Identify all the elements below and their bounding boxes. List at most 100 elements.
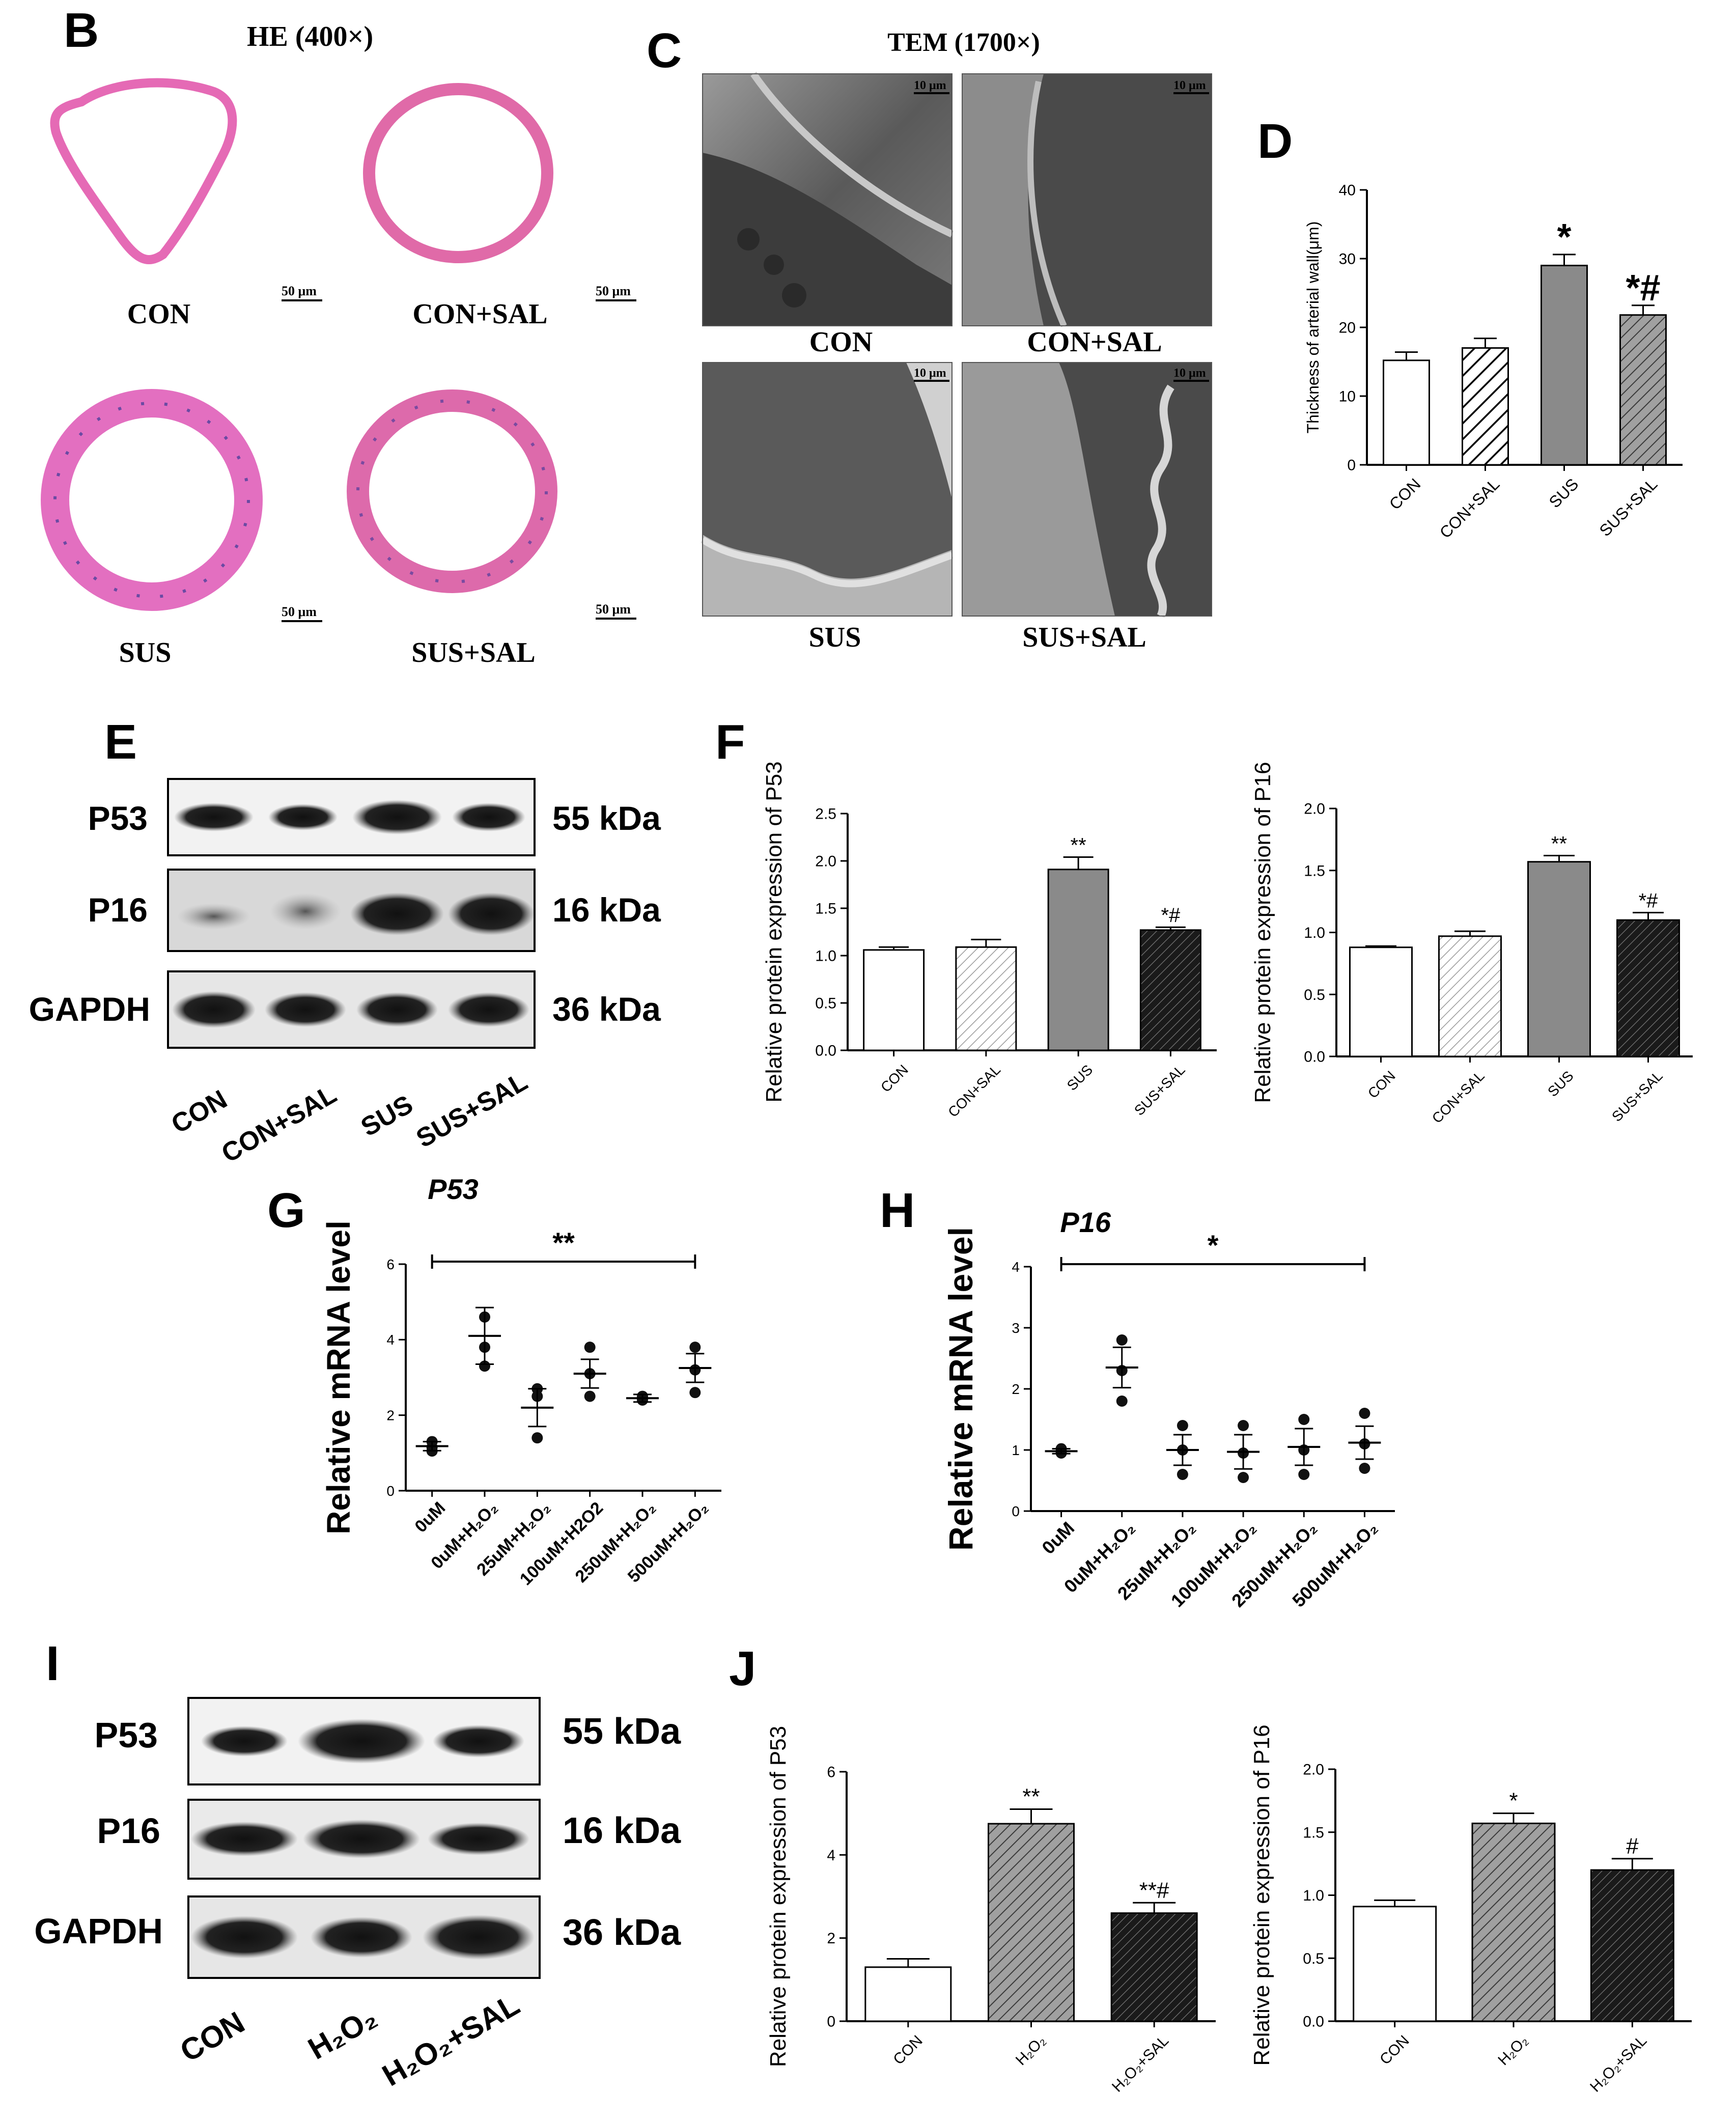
y-tick-label: 0 <box>386 1483 395 1499</box>
x-tick-label: SUS+SAL <box>1609 1068 1666 1125</box>
y-axis-label: Relative mRNA level <box>942 1227 979 1551</box>
band <box>448 892 535 935</box>
bar <box>1139 929 1201 1051</box>
significance-mark: **# <box>1139 1878 1169 1903</box>
he-label-con-sal: CON+SAL <box>412 298 547 330</box>
y-tick-label: 1.5 <box>1303 1824 1324 1841</box>
y-tick-label: 1.0 <box>815 948 836 965</box>
chart-j-p53-protein: 0 2 4 6 Relative protein expression of P53 CO… <box>766 1726 1216 2096</box>
he-scale-bar-label: 50 μm <box>596 284 631 298</box>
band <box>350 892 444 935</box>
band <box>177 903 250 930</box>
data-point <box>584 1390 596 1402</box>
tem-image-con-sal <box>962 73 1212 327</box>
y-tick-label: 2 <box>1012 1381 1020 1397</box>
bar <box>1349 946 1413 1057</box>
y-tick-label: 0.0 <box>815 1043 836 1059</box>
data-point <box>1298 1414 1310 1425</box>
chart-j-p16-protein: 0.0 0.5 1.0 1.5 2.0 Relative protein expressi… <box>1249 1724 1692 2096</box>
panel-letter-b: B <box>64 3 99 58</box>
tem-scale-bar-label: 10 μm <box>914 79 946 92</box>
data-point <box>1359 1463 1370 1474</box>
bar <box>864 1966 952 2022</box>
band <box>172 991 256 1028</box>
x-tick-label: SUS+SAL <box>1595 475 1661 540</box>
chart-f-p16-protein: 0.0 0.5 1.0 1.5 2.0 Relative protein expressi… <box>1250 762 1693 1126</box>
y-tick-label: 0.5 <box>1304 987 1325 1003</box>
tem-scale-bar-3: 10 μm <box>914 367 949 382</box>
he-scale-bar-label: 50 μm <box>282 604 317 619</box>
band <box>303 1820 420 1858</box>
data-point <box>584 1342 596 1353</box>
chart-title: P16 <box>1060 1206 1111 1238</box>
blot-i-lane-h2o2: H₂O₂ <box>302 2000 383 2066</box>
x-tick-label: CON <box>1365 1068 1398 1101</box>
x-tick-label: H₂O₂+SAL <box>1587 2032 1650 2096</box>
blot-i-bands <box>191 1719 535 1960</box>
data-point <box>1116 1334 1128 1346</box>
y-tick-label: 3 <box>1012 1320 1020 1336</box>
y-tick-label: 2.0 <box>1303 1762 1324 1778</box>
he-scale-bar-4: 50 μm <box>596 602 636 620</box>
blot-i-kda-p16: 16 kDa <box>563 1810 681 1851</box>
significance-mark: ** <box>1022 1784 1040 1809</box>
y-tick-label: 6 <box>386 1257 395 1272</box>
y-tick-label: 4 <box>386 1332 395 1348</box>
he-section-sus-sal <box>347 389 557 593</box>
significance-mark: *# <box>1161 904 1181 927</box>
panel-letter-j: J <box>729 1641 756 1696</box>
y-tick-label: 2 <box>386 1407 395 1423</box>
x-tick-label: CON+SAL <box>1429 1068 1488 1126</box>
x-tick-label: CON <box>1377 2032 1412 2068</box>
band <box>174 803 254 831</box>
blot-e-label-p53: P53 <box>88 799 148 837</box>
tem-scale-bar-label: 10 μm <box>1173 367 1206 380</box>
tem-scale-bar-2: 10 μm <box>1173 79 1209 94</box>
bar <box>988 1823 1075 2022</box>
band <box>270 893 341 930</box>
chart-arterial-wall-thickness: 0 10 20 30 40 Thickness of arterial wall(μm) C… <box>1304 182 1683 542</box>
x-tick-label: CON <box>890 2032 926 2068</box>
panel-b-title: HE (400×) <box>247 21 373 52</box>
y-tick-label: 0 <box>1347 457 1356 474</box>
y-tick-label: 30 <box>1339 251 1356 268</box>
x-tick-label: SUS <box>1064 1062 1096 1094</box>
he-section-con-sal <box>363 83 553 263</box>
data-point <box>1359 1408 1370 1419</box>
y-tick-label: 1.5 <box>815 901 836 917</box>
significance-mark: * <box>1557 217 1571 258</box>
he-label-con: CON <box>127 298 190 330</box>
x-tick-label: H₂O₂ <box>1013 2032 1049 2069</box>
band <box>352 800 442 834</box>
bar <box>1619 314 1667 466</box>
panel-i: P53 P16 GAPDH 55 kDa 16 kDa 36 kDa CON H… <box>34 1697 681 2092</box>
bar <box>1616 919 1680 1057</box>
significance-mark: ** <box>1551 833 1567 855</box>
y-tick-label: 2 <box>827 1930 835 1947</box>
x-tick-label: H₂O₂ <box>1495 2032 1531 2069</box>
blot-e-lane-con: CON <box>166 1084 232 1139</box>
y-axis-label: Relative protein expression of P53 <box>762 761 787 1102</box>
y-axis-label: Thickness of arterial wall(μm) <box>1304 221 1322 434</box>
y-tick-label: 0.0 <box>1304 1049 1325 1066</box>
he-label-sus: SUS <box>119 637 172 668</box>
tem-scale-bar-1: 10 μm <box>914 79 949 94</box>
panel-b: HE (400×) 50 μm 50 μm 50 μm 50 μm CON CO… <box>41 21 636 668</box>
band <box>311 1917 412 1958</box>
significance-mark: ** <box>552 1226 575 1259</box>
y-tick-label: 1.0 <box>1303 1887 1324 1904</box>
band <box>191 1822 298 1856</box>
band <box>268 804 338 830</box>
blot-i-label-gapdh: GAPDH <box>34 1911 163 1951</box>
he-scale-bar-1: 50 μm <box>282 284 322 301</box>
y-tick-label: 40 <box>1339 182 1356 199</box>
band <box>265 992 346 1027</box>
y-axis-label: Relative protein expression of P16 <box>1250 762 1275 1103</box>
bar <box>1353 1906 1437 2022</box>
panel-letter-c: C <box>647 23 682 78</box>
band <box>191 1916 298 1959</box>
y-tick-label: 2.0 <box>815 853 836 870</box>
x-tick-label: SUS+SAL <box>1131 1062 1188 1119</box>
